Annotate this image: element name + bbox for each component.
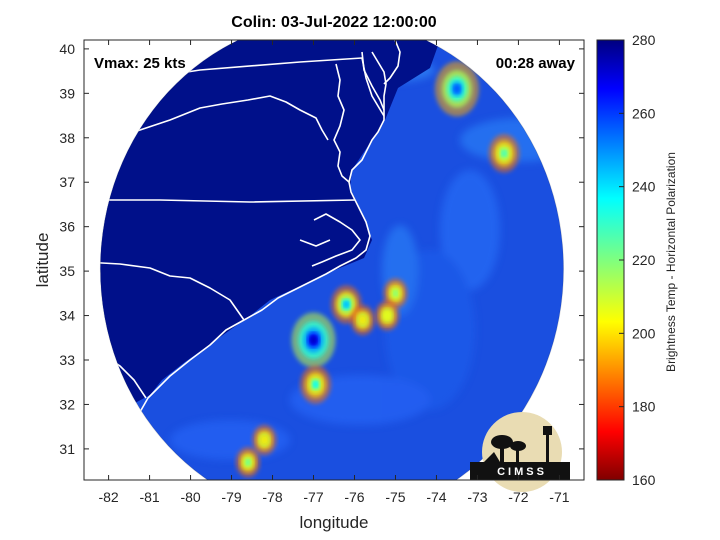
time-offset-label: 00:28 away: [496, 55, 576, 72]
x-tick-label: -79: [221, 489, 241, 505]
cold-feature: [252, 424, 277, 456]
cold-feature-ring: [246, 459, 250, 465]
land-mass: [100, 40, 440, 430]
state-line-pa-md: [84, 57, 363, 89]
logo-text: CIMSS: [497, 466, 547, 478]
de-border: [361, 57, 385, 117]
boundaries: [84, 40, 401, 480]
x-tick-label: -71: [549, 489, 569, 505]
state-line-va-nc: [84, 199, 356, 203]
cold-feature: [350, 304, 375, 336]
cold-feature: [434, 61, 479, 117]
x-tick-label: -77: [303, 489, 323, 505]
colorbar-tick-label: 160: [632, 472, 656, 488]
colorbar-tick-label: 260: [632, 105, 656, 121]
y-tick-label: 39: [59, 85, 75, 101]
x-tick-label: -81: [139, 489, 159, 505]
x-tick-label: -82: [98, 489, 118, 505]
cold-feature-ring: [262, 437, 267, 443]
cold-feature-ring: [310, 335, 318, 345]
cold-feature: [488, 134, 520, 173]
cold-feature: [375, 300, 400, 331]
coastline: [91, 51, 387, 480]
chart-title: Colin: 03-Jul-2022 12:00:00: [231, 14, 437, 31]
x-tick-label: -75: [385, 489, 405, 505]
cold-feature-ring: [385, 313, 390, 318]
colorbar: 280 260 240 220 200 180 160 Brightness Temp - …: [596, 32, 678, 488]
cold-feature-ring: [343, 301, 349, 308]
y-tick-label: 32: [59, 396, 75, 412]
colorbar-tick-label: 240: [632, 179, 656, 195]
colorbar-tick-label: 280: [632, 32, 656, 48]
cimss-logo: CIMSS: [470, 412, 570, 492]
logo-silhouette: [484, 426, 552, 462]
x-tick-label: -78: [262, 489, 282, 505]
cold-feature-ring: [360, 317, 365, 323]
y-tick-label: 40: [59, 41, 75, 57]
colorbar-tick-label: 180: [632, 399, 656, 415]
y-tick-label: 33: [59, 352, 75, 368]
chesapeake-bay: [333, 63, 350, 183]
swath: [100, 40, 564, 480]
plot-area: CIMSS Vmax: 25 kts 00:28 away -82 -81 -80-…: [59, 39, 585, 505]
colorbar-tick-label: 200: [632, 325, 656, 341]
state-line-sc-ga: [84, 344, 147, 399]
x-tick-label: -80: [180, 489, 200, 505]
y-tick-label: 36: [59, 219, 75, 235]
cold-feature-ring: [501, 150, 507, 157]
colorbar-ticks: 280 260 240 220 200 180 160: [619, 32, 656, 488]
vmax-label: Vmax: 25 kts: [94, 55, 186, 72]
sounds-outline: [299, 213, 361, 267]
nj-coast: [383, 40, 401, 85]
logo-bar: [470, 462, 570, 480]
x-tick-label: -76: [344, 489, 364, 505]
cold-feature-ring: [393, 290, 398, 296]
x-axis-ticks: -82 -81 -80 -79 -78 -77 -76 -75 -74 -73 -72 -71: [98, 40, 570, 505]
y-tick-label: 38: [59, 130, 75, 146]
y-tick-label: 31: [59, 441, 75, 457]
cold-feature-ring: [313, 381, 319, 388]
y-axis-ticks: 31 32 33 34 35 36 37 38 39 40: [59, 41, 584, 457]
colorbar-label: Brightness Temp - Horizontal Polarizatio…: [664, 152, 678, 372]
cold-feature-ring: [453, 84, 461, 94]
y-tick-label: 34: [59, 308, 75, 324]
y-tick-label: 37: [59, 174, 75, 190]
x-tick-label: -74: [426, 489, 446, 505]
cold-feature: [235, 447, 261, 478]
y-axis-label: latitude: [33, 233, 52, 288]
x-axis-label: longitude: [299, 513, 368, 532]
state-line-nc-sc: [84, 261, 245, 321]
state-line-va-md: [84, 95, 329, 151]
cold-features: [235, 61, 520, 478]
swath-edge: [99, 40, 564, 480]
plot-frame: [83, 39, 585, 481]
y-tick-label: 35: [59, 263, 75, 279]
state-line-wv: [84, 89, 139, 129]
colorbar-tick-label: 220: [632, 252, 656, 268]
x-tick-label: -73: [467, 489, 487, 505]
cold-feature: [300, 365, 331, 404]
cold-feature: [291, 312, 336, 368]
x-tick-label: -72: [508, 489, 528, 505]
